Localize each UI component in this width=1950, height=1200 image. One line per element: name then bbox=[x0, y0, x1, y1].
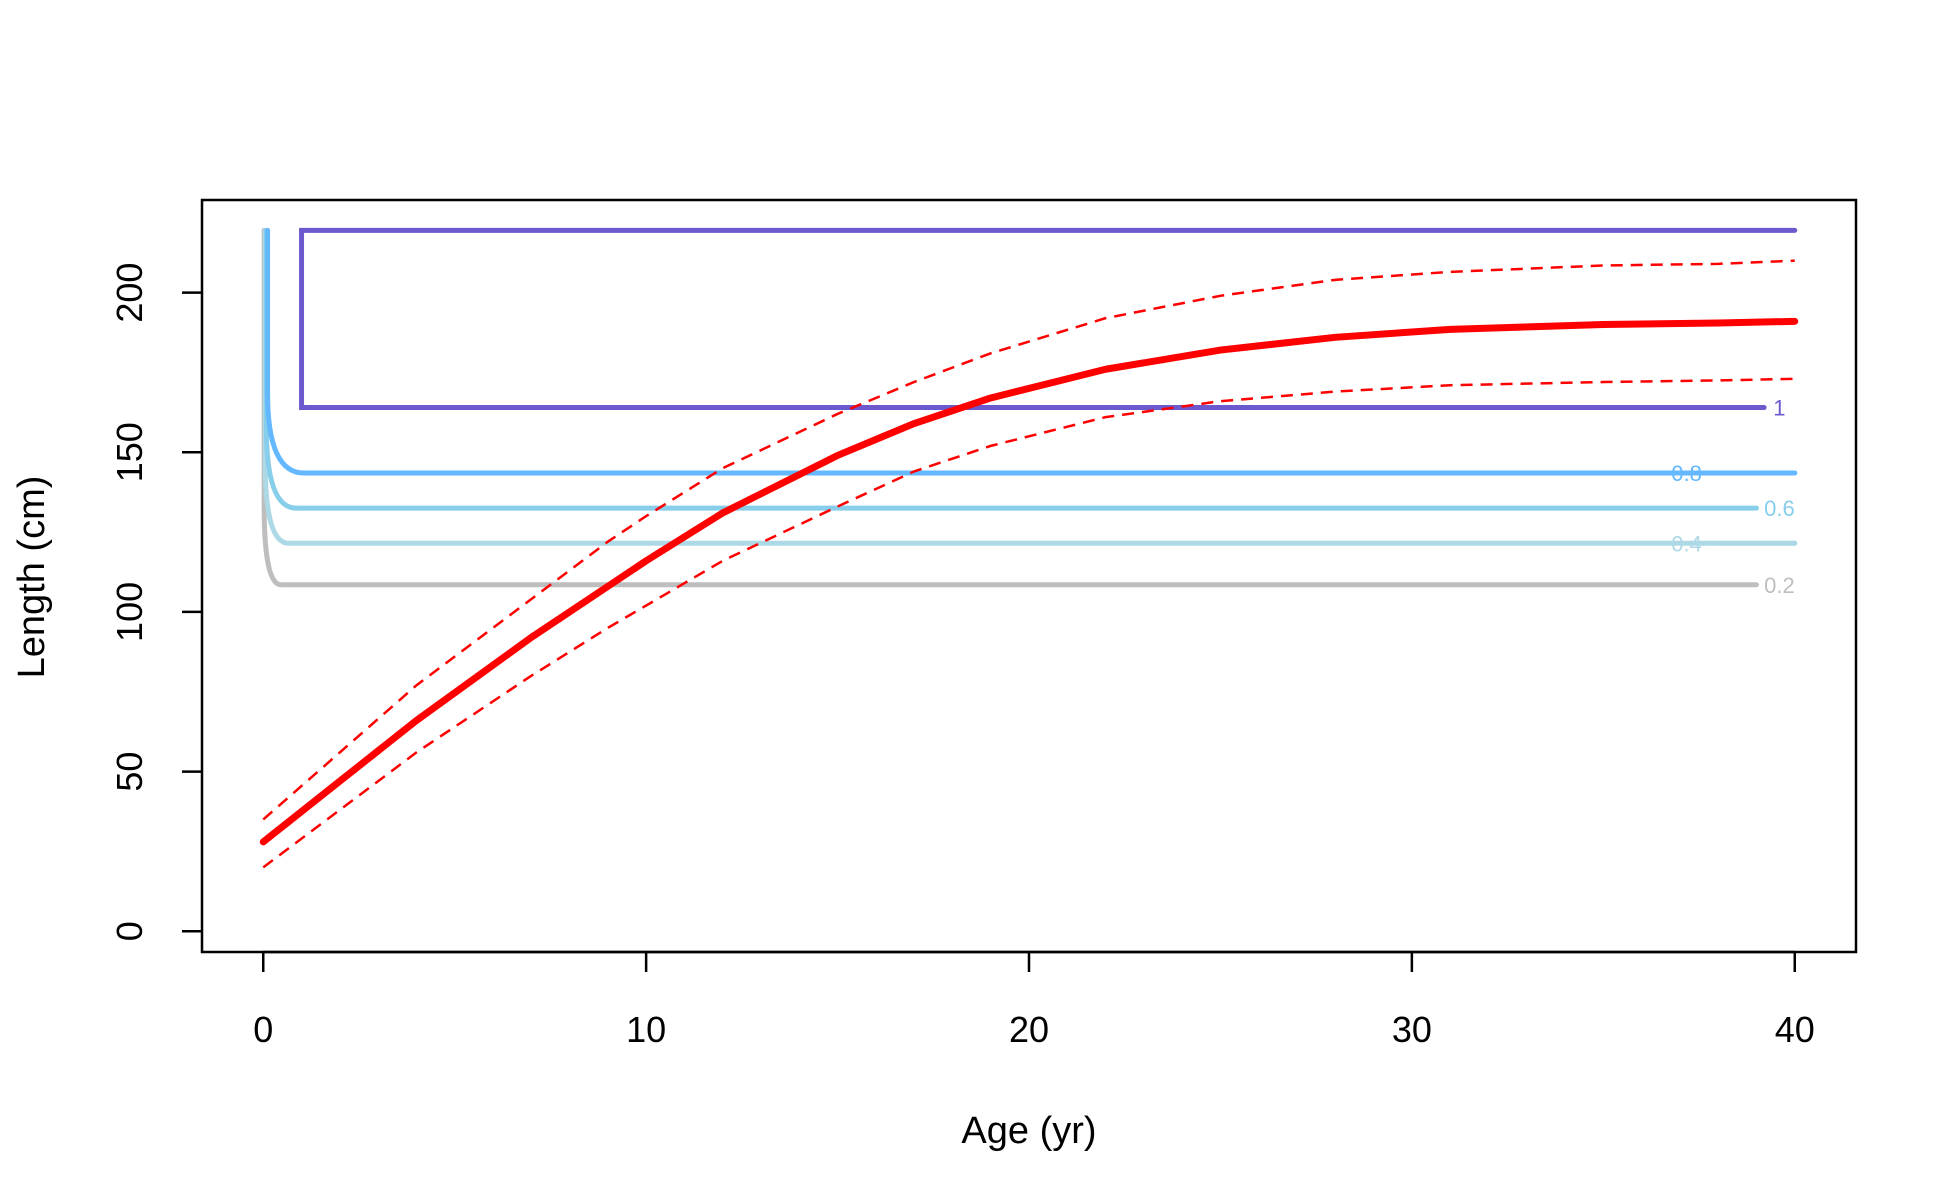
contour-line bbox=[263, 227, 1759, 511]
y-tick-label: 100 bbox=[109, 582, 150, 642]
x-tick-label: 10 bbox=[626, 1009, 666, 1050]
x-tick-label: 20 bbox=[1009, 1009, 1049, 1050]
x-axis: 0 10 20 30 40 bbox=[253, 950, 1815, 1050]
y-tick-label: 50 bbox=[109, 752, 150, 792]
contour-label: 0.4 bbox=[1671, 531, 1702, 556]
contour-line bbox=[265, 227, 1798, 476]
y-tick-label: 150 bbox=[109, 422, 150, 482]
y-axis-title: Length (cm) bbox=[11, 476, 53, 679]
contour-line bbox=[299, 227, 1798, 411]
growth-upper-bound bbox=[262, 259, 1795, 821]
contour-label: 0.2 bbox=[1764, 573, 1795, 598]
x-tick-label: 30 bbox=[1392, 1009, 1432, 1050]
x-tick-label: 0 bbox=[253, 1009, 273, 1050]
growth-mean-curve bbox=[259, 317, 1799, 846]
x-tick-label: 40 bbox=[1775, 1009, 1815, 1050]
y-axis: 0 50 100 150 200 bbox=[109, 263, 202, 941]
contour-label: 0.6 bbox=[1764, 496, 1795, 521]
y-tick-label: 200 bbox=[109, 263, 150, 323]
y-tick-label: 0 bbox=[109, 921, 150, 941]
contour-label: 1 bbox=[1773, 396, 1785, 421]
contour-line bbox=[261, 227, 1759, 588]
x-axis-title: Age (yr) bbox=[961, 1110, 1096, 1152]
contour-line bbox=[262, 227, 1798, 546]
contour-label: 0.8 bbox=[1671, 461, 1702, 486]
contour-layer: 0.2 0.4 0.6 0.8 1 bbox=[261, 227, 1798, 598]
growth-lower-bound bbox=[262, 377, 1795, 869]
growth-curve-layer bbox=[259, 259, 1799, 869]
plot-frame bbox=[200, 198, 1858, 954]
